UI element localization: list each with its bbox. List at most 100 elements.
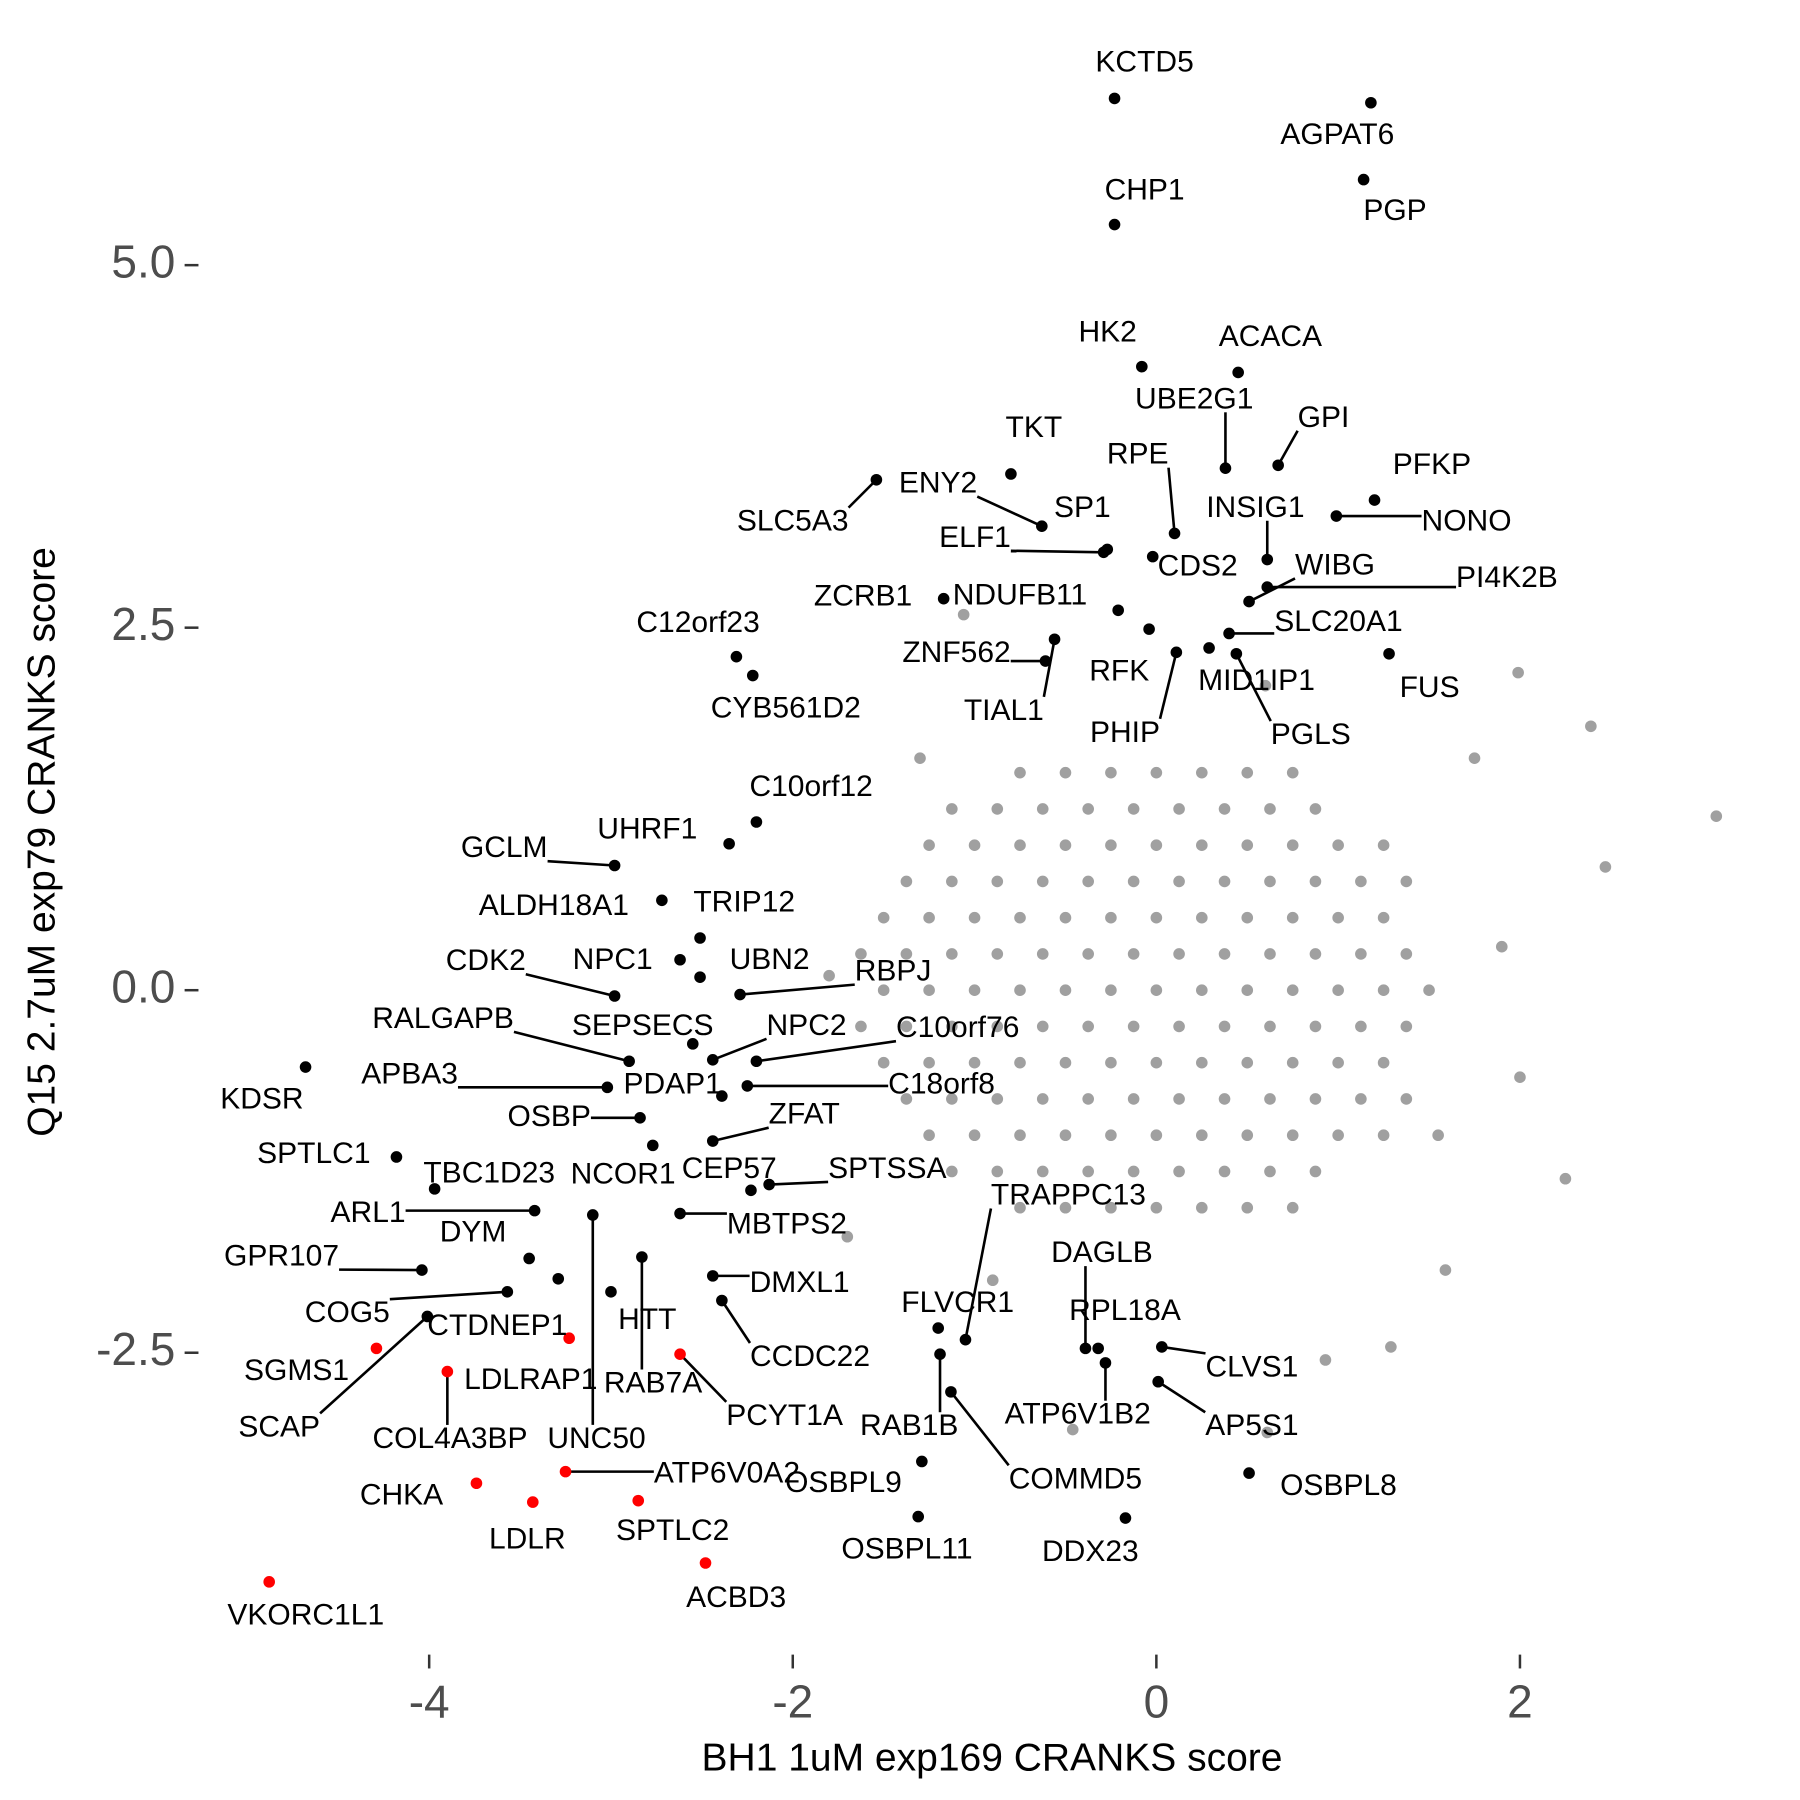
point-label: ZNF562 (902, 636, 1010, 669)
point (1218, 948, 1231, 960)
point (1241, 766, 1254, 779)
point (1439, 1264, 1452, 1276)
point (1495, 940, 1508, 953)
point (552, 1272, 565, 1285)
point (991, 803, 1004, 815)
point-label: CCDC22 (750, 1340, 870, 1373)
point (877, 984, 890, 997)
point (1357, 173, 1370, 186)
point-label: ELF1 (939, 521, 1011, 554)
point (900, 1020, 913, 1033)
point-label: TIAL1 (964, 694, 1044, 727)
point (741, 1080, 754, 1092)
point (968, 984, 981, 997)
leader-line (769, 1180, 829, 1186)
point-label: ENY2 (899, 467, 977, 500)
point-label: RPL18A (1069, 1294, 1181, 1327)
point (1286, 1056, 1299, 1069)
point-label: SLC5A3 (737, 505, 849, 538)
point-label: GPR107 (224, 1240, 339, 1273)
point (1173, 1165, 1185, 1178)
point (855, 1020, 867, 1033)
point (636, 1251, 648, 1263)
point (608, 990, 621, 1002)
point (1099, 1357, 1112, 1369)
point (1710, 810, 1723, 822)
point (1150, 1201, 1163, 1214)
point-label: SPTLC2 (616, 1514, 729, 1547)
point-label: CHP1 (1105, 173, 1185, 206)
point (1423, 984, 1435, 997)
point (428, 1183, 441, 1195)
point (946, 948, 958, 960)
leader-line (525, 972, 615, 998)
point (923, 911, 935, 924)
point (730, 650, 743, 663)
point (1150, 911, 1163, 924)
point-label: CHKA (360, 1478, 443, 1511)
point (1286, 984, 1299, 997)
point (1112, 604, 1124, 617)
point (526, 1496, 539, 1508)
point-label: ZCRB1 (814, 580, 912, 613)
point (1241, 984, 1254, 997)
point (1105, 1201, 1117, 1214)
point-label: C10orf12 (749, 770, 872, 803)
point (1150, 1056, 1163, 1069)
point-label: KDSR (220, 1083, 303, 1116)
point (923, 984, 935, 997)
point (1059, 1056, 1072, 1069)
point (1319, 1354, 1332, 1366)
point (1168, 527, 1181, 540)
point (877, 1056, 890, 1069)
point-label: LDLRAP1 (464, 1363, 597, 1396)
leader-line (1167, 467, 1176, 534)
point (1261, 581, 1274, 593)
point-label: KCTD5 (1095, 45, 1193, 78)
point (1066, 1423, 1079, 1436)
point-label: OSBP (508, 1100, 591, 1133)
point (1143, 623, 1155, 635)
y-tick-label: 5.0 (111, 235, 175, 287)
point-label: HK2 (1079, 315, 1137, 348)
point (1119, 1512, 1132, 1524)
point (1127, 948, 1140, 960)
point (968, 839, 981, 851)
point-label: RAB7A (604, 1367, 702, 1400)
point (1152, 1375, 1164, 1388)
point (1599, 861, 1612, 873)
point (1127, 1165, 1140, 1178)
point-label: TRAPPC13 (991, 1178, 1146, 1211)
point (390, 1151, 403, 1163)
point-label: C10orf76 (896, 1011, 1019, 1044)
point (1219, 462, 1232, 474)
point (1092, 1342, 1104, 1355)
point (523, 1252, 535, 1265)
point-label: COMMD5 (1009, 1462, 1142, 1495)
point (968, 911, 981, 924)
point-label: SEPSECS (572, 1009, 714, 1042)
point-label: OSBPL11 (841, 1533, 972, 1566)
point (1196, 766, 1208, 779)
point (1232, 366, 1244, 379)
point (1365, 96, 1377, 109)
point (1036, 1093, 1049, 1105)
point-label: ACBD3 (686, 1581, 786, 1614)
point (841, 1230, 854, 1243)
point (1156, 1341, 1168, 1353)
point (1036, 875, 1049, 888)
point (1218, 1165, 1231, 1178)
point (1105, 766, 1117, 779)
point (1173, 803, 1185, 815)
point-label: DAGLB (1051, 1236, 1153, 1269)
point (746, 669, 759, 682)
point (1105, 911, 1117, 924)
point-label: PFKP (1393, 448, 1471, 481)
point (900, 948, 913, 960)
leader-line (756, 1039, 897, 1063)
point (1079, 1342, 1092, 1355)
point (946, 1093, 958, 1105)
point (946, 1165, 958, 1178)
leader-line (547, 859, 615, 867)
